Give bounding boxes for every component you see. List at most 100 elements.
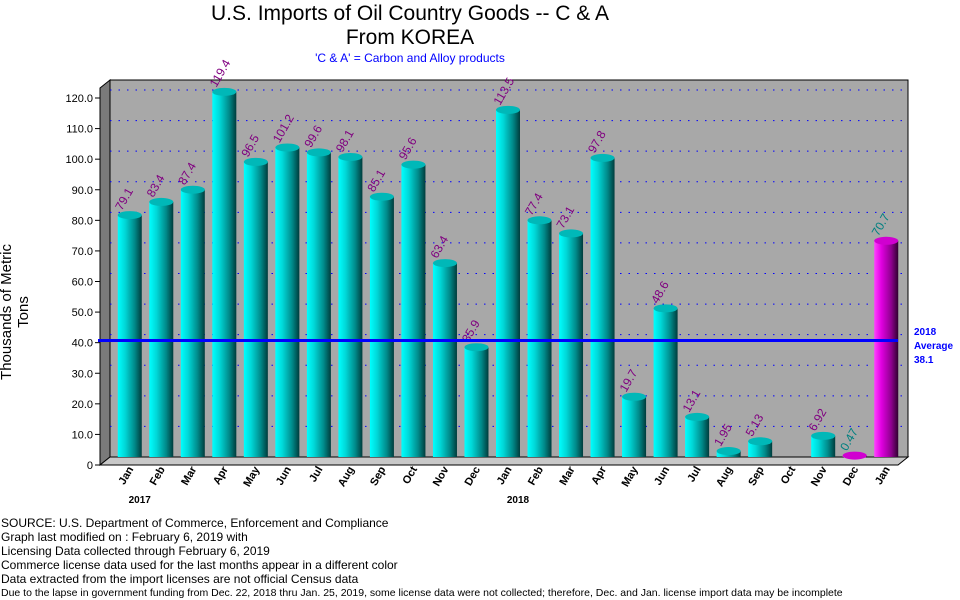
bar bbox=[369, 196, 394, 457]
bar bbox=[243, 161, 268, 457]
chart-subtitle: From KOREA bbox=[345, 26, 475, 49]
average-label: 2018 bbox=[914, 327, 937, 338]
bar bbox=[149, 201, 174, 457]
bar bbox=[432, 263, 457, 457]
y-tick-label: 20.0 bbox=[72, 399, 93, 411]
bar-cap bbox=[275, 143, 300, 152]
bar bbox=[401, 164, 426, 457]
bar bbox=[464, 347, 489, 457]
bar-cap bbox=[369, 192, 394, 201]
bar-cap bbox=[243, 157, 268, 166]
x-tick-label: Dec bbox=[463, 465, 483, 488]
x-tick-label: Apr bbox=[211, 464, 231, 487]
bar bbox=[338, 156, 363, 458]
bar-cap bbox=[401, 160, 426, 169]
x-tick-label: Jul bbox=[307, 465, 325, 485]
x-tick-label: Jan bbox=[495, 464, 515, 487]
x-tick-label: May bbox=[241, 464, 263, 489]
x-tick-label: Apr bbox=[589, 464, 609, 487]
average-label: Average bbox=[914, 341, 954, 352]
x-tick-label: Jun bbox=[652, 464, 672, 487]
x-tick-label: Jan bbox=[116, 464, 136, 487]
footer-line: Commerce license data used for the last … bbox=[1, 558, 398, 572]
bar-cap bbox=[306, 148, 331, 157]
footer-line: SOURCE: U.S. Department of Commerce, Enf… bbox=[1, 516, 389, 530]
x-tick-label: Jun bbox=[274, 464, 294, 487]
footer-notes: SOURCE: U.S. Department of Commerce, Enf… bbox=[1, 516, 843, 600]
bar-cap bbox=[527, 216, 552, 225]
bar bbox=[212, 91, 237, 458]
x-tick-label: Aug bbox=[336, 465, 357, 490]
bar-cap bbox=[590, 153, 615, 162]
x-tick-label: Aug bbox=[714, 465, 735, 490]
x-tick-label: Mar bbox=[179, 464, 200, 488]
x-tick-label: Feb bbox=[526, 464, 546, 487]
bar bbox=[874, 240, 899, 457]
bar-cap bbox=[622, 392, 647, 401]
y-tick-label: 0 bbox=[87, 460, 93, 472]
bar-cap bbox=[559, 229, 584, 238]
plot-side-wall bbox=[99, 78, 111, 467]
x-tick-label: Jul bbox=[685, 465, 703, 485]
x-tick-label: Oct bbox=[400, 464, 420, 486]
bar-cap bbox=[716, 447, 741, 456]
x-tick-label: Nov bbox=[809, 464, 830, 489]
x-tick-label: Nov bbox=[431, 464, 452, 489]
y-tick-label: 100.0 bbox=[65, 154, 93, 166]
bar bbox=[653, 308, 678, 457]
bar-cap bbox=[874, 236, 899, 245]
average-label: 38.1 bbox=[914, 355, 934, 366]
bar-cap bbox=[842, 451, 867, 460]
bar-cap bbox=[149, 197, 174, 206]
bar bbox=[559, 233, 584, 457]
x-tick-label: Mar bbox=[557, 464, 578, 488]
chart-title: U.S. Imports of Oil Country Goods -- C &… bbox=[211, 2, 609, 25]
bar-cap bbox=[212, 87, 237, 96]
x-tick-label: Oct bbox=[779, 464, 799, 486]
bar-cap bbox=[653, 304, 678, 313]
bar-cap bbox=[464, 343, 489, 352]
y-tick-label: 10.0 bbox=[72, 429, 93, 441]
y-tick-label: 30.0 bbox=[72, 368, 93, 380]
bar-cap bbox=[432, 259, 457, 268]
x-tick-label: Jan bbox=[873, 464, 893, 487]
y-tick-label: 40.0 bbox=[72, 338, 93, 350]
bar bbox=[117, 215, 142, 457]
x-tick-label: Feb bbox=[148, 464, 168, 487]
x-tick-label: Dec bbox=[841, 465, 861, 488]
bar-cap bbox=[117, 211, 142, 220]
footer-line: Licensing Data collected through Februar… bbox=[1, 544, 270, 558]
bar-cap bbox=[748, 437, 773, 446]
bar bbox=[590, 157, 615, 457]
x-tick-label: Sep bbox=[368, 464, 389, 488]
year-label: 2018 bbox=[507, 495, 530, 506]
bar bbox=[622, 396, 647, 457]
y-tick-label: 110.0 bbox=[66, 124, 93, 136]
x-tick-label: May bbox=[620, 464, 642, 489]
bar-cap bbox=[496, 105, 520, 114]
bar-chart: 0 10.0 20.0 30.0 40.0 50.0 60.0 70.0 80.0 90.0 100… bbox=[65, 57, 954, 506]
footer-line: Due to the lapse in government funding f… bbox=[1, 587, 843, 599]
bar bbox=[275, 147, 300, 457]
bar bbox=[496, 109, 520, 458]
year-label: 2017 bbox=[129, 495, 152, 506]
bar bbox=[527, 220, 552, 457]
bar bbox=[811, 435, 836, 457]
chart-note: 'C & A' = Carbon and Alloy products bbox=[315, 51, 505, 65]
y-tick-label: 50.0 bbox=[72, 307, 93, 319]
plot-floor bbox=[98, 456, 910, 466]
footer-line: Graph last modified on : February 6, 201… bbox=[1, 530, 248, 544]
footer-line: Data extracted from the import licenses … bbox=[1, 572, 359, 586]
bar-cap bbox=[338, 152, 363, 161]
y-tick-label: 60.0 bbox=[72, 277, 93, 289]
bar-cap bbox=[811, 431, 836, 440]
bar bbox=[306, 152, 331, 457]
y-tick-label: 70.0 bbox=[72, 246, 93, 258]
x-tick-label: Sep bbox=[746, 464, 767, 488]
y-tick-label: 90.0 bbox=[72, 185, 93, 197]
bar-cap bbox=[180, 185, 205, 194]
bar bbox=[685, 416, 710, 457]
bar bbox=[748, 441, 773, 457]
bar bbox=[180, 189, 205, 457]
y-tick-label: 120.0 bbox=[65, 93, 93, 105]
